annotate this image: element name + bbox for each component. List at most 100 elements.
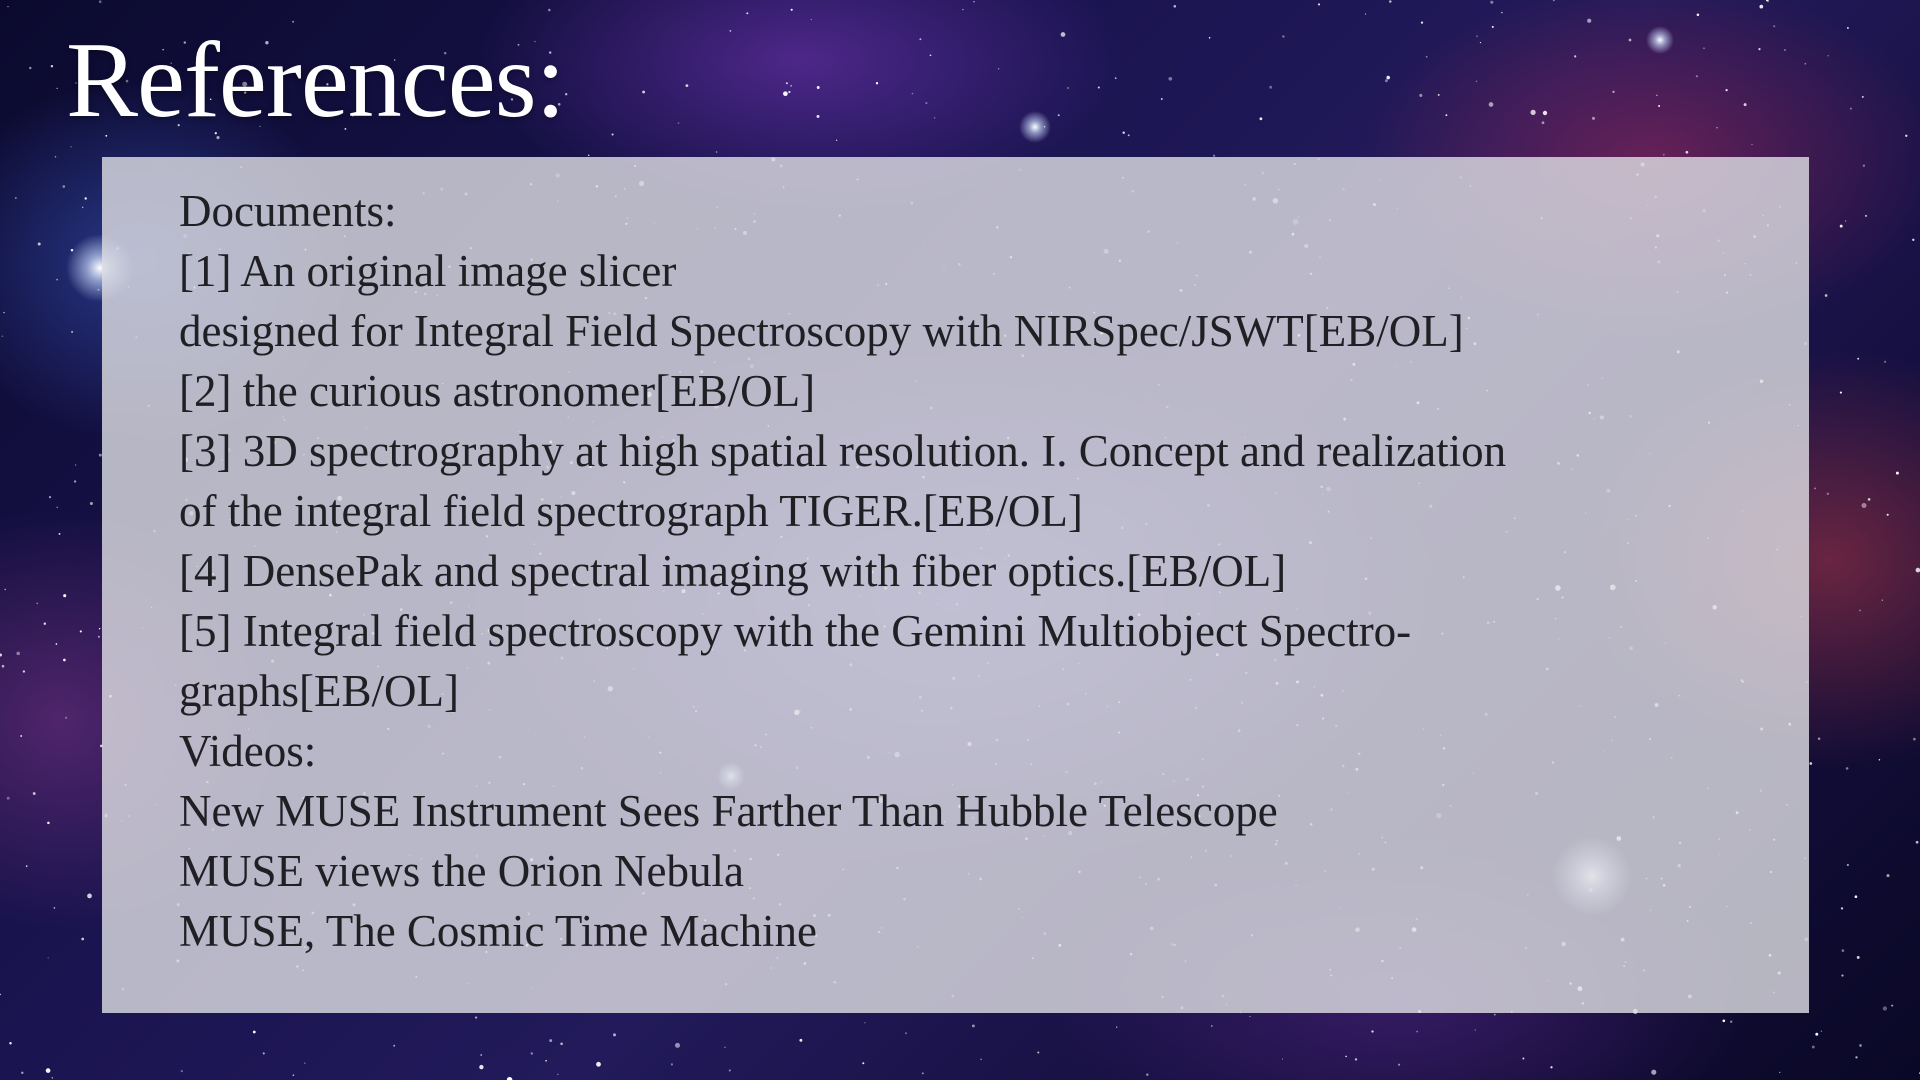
star-dot [933, 117, 936, 119]
star-dot [1912, 238, 1915, 241]
star-dot [58, 532, 61, 535]
star-dot [1685, 150, 1689, 154]
star-dot [1371, 1030, 1374, 1033]
star-dot [71, 330, 74, 333]
star-dot [344, 127, 347, 130]
reference-item: [1] An original image slicer [179, 246, 677, 296]
star-dot [1479, 41, 1482, 44]
star-dot [1864, 214, 1868, 217]
star-dot [816, 114, 820, 118]
star-dot [810, 18, 812, 21]
star-dot [81, 206, 84, 209]
star-dot [480, 1054, 483, 1056]
star-dot [1354, 1058, 1358, 1061]
star-dot [962, 8, 964, 11]
star-dot [32, 792, 36, 795]
star-dot [177, 123, 180, 127]
star-dot [1915, 567, 1920, 573]
star-dot [1127, 134, 1130, 137]
star-dot [1725, 88, 1728, 92]
references-panel: Documents: [1] An original image slicer … [102, 157, 1809, 1013]
star-dot [1859, 609, 1861, 612]
star-dot [1743, 103, 1747, 107]
star-dot [1475, 80, 1478, 83]
star-dot [1574, 55, 1577, 58]
star-dot [1826, 492, 1830, 496]
star-dot [1758, 48, 1761, 51]
star-dot [790, 8, 793, 11]
star-dot [1820, 1030, 1823, 1032]
star-dot [1212, 154, 1216, 157]
star-dot [1628, 38, 1632, 42]
star-dot [1552, 0, 1555, 2]
star-dot [98, 0, 102, 4]
star-dot [1116, 1026, 1118, 1028]
video-item: New MUSE Instrument Sees Farther Than Hu… [179, 786, 1278, 836]
star-dot [393, 1044, 396, 1047]
star-dot [37, 242, 41, 246]
star-dot [1210, 1025, 1213, 1027]
star-dot [1386, 75, 1390, 80]
star-dot [1891, 1004, 1894, 1007]
star-dot [265, 41, 269, 45]
star-dot [1783, 48, 1786, 52]
star-dot [1811, 1045, 1815, 1049]
star-dot [788, 90, 791, 94]
star-dot [1493, 1013, 1496, 1016]
star-dot [587, 154, 590, 157]
star-dot [63, 594, 67, 598]
star-dot [1476, 35, 1478, 37]
star-dot [1146, 1073, 1149, 1076]
star-dot [1765, 0, 1769, 2]
star-dot [1662, 153, 1665, 156]
star-dot [1398, 1063, 1401, 1066]
star-dot [1542, 110, 1548, 116]
star-dot [1895, 471, 1899, 475]
star-dot [1060, 32, 1066, 37]
star-dot [1445, 114, 1448, 117]
star-dot [4, 588, 6, 591]
star-dot [1815, 1032, 1819, 1036]
star-dot [728, 1069, 731, 1072]
star-dot [973, 1, 975, 3]
star-dot [557, 1073, 559, 1076]
star-dot [45, 1068, 51, 1073]
star-dot [1097, 86, 1100, 89]
star-dot [729, 29, 732, 32]
star-dot [1364, 13, 1367, 15]
star-dot [1122, 131, 1125, 134]
star-dot [1695, 75, 1699, 78]
star-dot [1856, 955, 1860, 959]
star-dot [1751, 143, 1753, 146]
star-dot [1845, 767, 1849, 770]
star-dot [1773, 25, 1776, 28]
star-dot [1282, 35, 1285, 38]
section-heading-videos: Videos: [179, 726, 317, 776]
star-dot [1384, 79, 1388, 83]
reference-item: [4] DensePak and spectral imaging with f… [179, 546, 1287, 596]
star-dot [1425, 55, 1428, 58]
star-dot [1809, 762, 1813, 765]
star-dot [105, 134, 108, 137]
star-dot [1854, 895, 1858, 899]
star-dot [642, 90, 646, 94]
star-dot [1541, 121, 1545, 125]
star-dot [113, 98, 117, 102]
star-dot [125, 79, 129, 83]
star-dot [611, 133, 614, 136]
star-dot [746, 12, 749, 15]
star-dot [79, 630, 82, 633]
bright-star [1019, 111, 1051, 143]
star-dot [1037, 1051, 1040, 1054]
star-dot [1846, 26, 1849, 29]
star-dot [89, 502, 93, 505]
star-dot [1249, 1015, 1251, 1018]
star-dot [545, 1059, 547, 1062]
star-dot [1696, 13, 1700, 17]
star-dot [557, 103, 561, 106]
star-dot [1827, 55, 1829, 57]
reference-item: designed for Integral Field Spectroscopy… [179, 306, 1464, 356]
star-dot [7, 5, 9, 8]
star-dot [56, 87, 58, 90]
star-dot [98, 453, 102, 457]
